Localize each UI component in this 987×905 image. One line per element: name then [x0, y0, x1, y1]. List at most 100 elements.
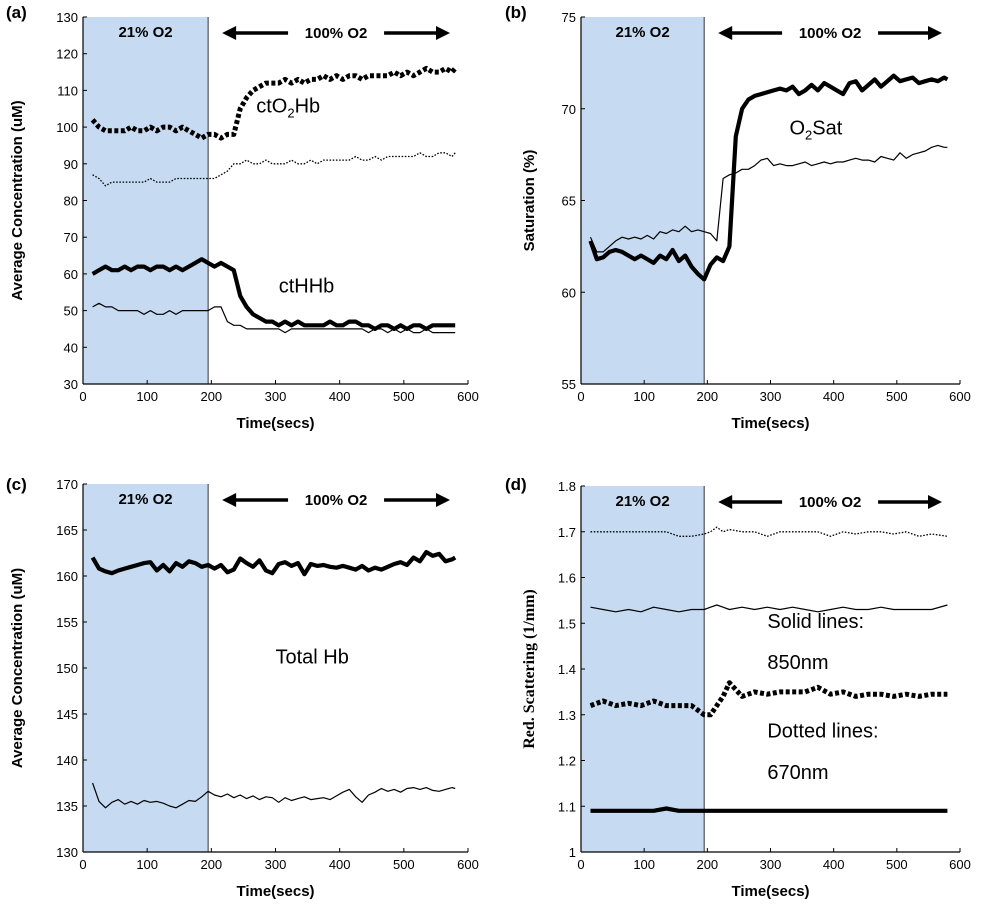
- arrow-head-left: [222, 26, 237, 40]
- annotation-0: Solid lines:: [767, 611, 864, 633]
- y-tick-label: 155: [56, 615, 78, 630]
- x-tick-label: 400: [823, 389, 845, 404]
- y-axis-label: Average Concentration (uM): [9, 568, 26, 768]
- arrow-head-left: [222, 493, 237, 507]
- y-tick-label: 140: [56, 753, 78, 768]
- series-line-1: [92, 152, 456, 187]
- annotation-text: ctHHb: [279, 275, 335, 297]
- annotation-text: 850nm: [767, 652, 828, 674]
- y-tick-label: 1.4: [558, 662, 576, 677]
- series-line-1: [590, 604, 948, 613]
- annotation-text: ctO: [256, 95, 287, 117]
- y-tick-label: 60: [562, 285, 576, 300]
- arrow-label: 100% O2: [305, 25, 368, 42]
- annotation-text: O: [789, 117, 805, 139]
- y-tick-label: 1.2: [558, 754, 576, 769]
- arrow-head-left: [718, 26, 733, 40]
- annotation-rest: Hb: [295, 95, 321, 117]
- y-tick-label: 1.6: [558, 571, 576, 586]
- y-tick-label: 1.5: [558, 616, 576, 631]
- x-tick-label: 500: [886, 389, 908, 404]
- x-tick-label: 100: [136, 857, 158, 872]
- y-tick-label: 50: [64, 304, 78, 319]
- x-tick-label: 200: [200, 389, 222, 404]
- y-tick-label: 75: [562, 10, 576, 25]
- arrow-label: 100% O2: [305, 492, 368, 509]
- y-tick-label: 170: [56, 477, 78, 492]
- annotation-0: Total Hb: [276, 646, 349, 668]
- x-tick-label: 0: [79, 857, 86, 872]
- annotation-rest: Sat: [812, 117, 842, 139]
- y-tick-label: 65: [562, 194, 576, 209]
- y-tick-label: 1.8: [558, 479, 576, 494]
- x-axis-label: Time(secs): [236, 415, 314, 432]
- shaded-region-label: 21% O2: [615, 493, 669, 510]
- x-tick-label: 200: [696, 389, 718, 404]
- x-tick-label: 100: [633, 389, 655, 404]
- shaded-region-label: 21% O2: [615, 24, 669, 41]
- series-line-0: [90, 549, 457, 577]
- x-axis-label: Time(secs): [236, 883, 314, 900]
- series-line-1: [589, 144, 948, 253]
- x-tick-label: 400: [823, 857, 845, 872]
- shaded-region-label: 21% O2: [118, 24, 172, 41]
- y-tick-label: 145: [56, 707, 78, 722]
- y-tick-label: 130: [56, 845, 78, 860]
- shaded-region: [83, 17, 209, 384]
- y-tick-label: 165: [56, 523, 78, 538]
- shaded-region: [83, 484, 209, 852]
- x-tick-label: 300: [760, 857, 782, 872]
- annotation-subscript: 2: [287, 105, 294, 120]
- y-tick-label: 30: [64, 377, 78, 392]
- y-tick-label: 1.7: [558, 525, 576, 540]
- panel-letter: (a): [6, 3, 27, 22]
- y-tick-label: 55: [562, 377, 576, 392]
- x-tick-label: 100: [136, 389, 158, 404]
- y-tick-label: 135: [56, 799, 78, 814]
- x-tick-label: 600: [457, 389, 479, 404]
- series-line-2: [589, 680, 948, 718]
- annotation-text: Solid lines:: [767, 611, 864, 633]
- panel-letter: (b): [505, 3, 527, 22]
- x-tick-label: 0: [79, 389, 86, 404]
- arrow-head-right: [928, 495, 942, 509]
- annotation-subscript: 2: [805, 127, 812, 142]
- shaded-region: [581, 17, 705, 384]
- x-tick-label: 600: [457, 857, 479, 872]
- chart-panel-2: 0 100 200 300 400 500 600 130 135 140 145 150 155 160…: [6, 475, 479, 900]
- arrow-head-right: [436, 26, 450, 40]
- y-tick-label: 80: [64, 194, 78, 209]
- chart-panel-3: 0 100 200 300 400 500 600 1 1.1 1.2 1.3 1.4 1.5 1.6 1.…: [505, 475, 971, 900]
- x-tick-label: 0: [577, 857, 584, 872]
- x-tick-label: 400: [329, 857, 351, 872]
- y-tick-label: 1: [569, 845, 576, 860]
- x-tick-label: 100: [633, 857, 655, 872]
- x-tick-label: 0: [577, 389, 584, 404]
- series-line-0: [588, 73, 949, 282]
- annotation-0: ctO2Hb: [256, 95, 320, 120]
- chart-panel-1: 0 100 200 300 400 500 600 55 60 65 70 75 (b) 21% O2 10…: [505, 3, 971, 432]
- chart-panel-0: 0 100 200 300 400 500 600 30 40 50 60 70 80 90 100 110 1…: [6, 3, 479, 432]
- y-tick-label: 60: [64, 267, 78, 282]
- x-tick-label: 200: [200, 857, 222, 872]
- arrow-head-left: [718, 495, 733, 509]
- y-axis-label: Red. Scattering (1/mm): [521, 589, 538, 749]
- arrow-label: 100% O2: [799, 25, 862, 42]
- x-tick-label: 400: [329, 389, 351, 404]
- x-tick-label: 200: [696, 857, 718, 872]
- x-tick-label: 300: [265, 389, 287, 404]
- y-tick-label: 70: [64, 230, 78, 245]
- x-tick-label: 600: [949, 857, 971, 872]
- series-line-0: [590, 526, 948, 537]
- y-tick-label: 40: [64, 340, 78, 355]
- y-tick-label: 1.3: [558, 708, 576, 723]
- y-tick-label: 90: [64, 157, 78, 172]
- series-line-3: [590, 806, 948, 813]
- y-tick-label: 100: [56, 120, 78, 135]
- panel-letter: (d): [505, 475, 527, 494]
- arrow-label: 100% O2: [799, 494, 862, 511]
- y-tick-label: 130: [56, 10, 78, 25]
- x-tick-label: 500: [393, 857, 415, 872]
- x-tick-label: 600: [949, 389, 971, 404]
